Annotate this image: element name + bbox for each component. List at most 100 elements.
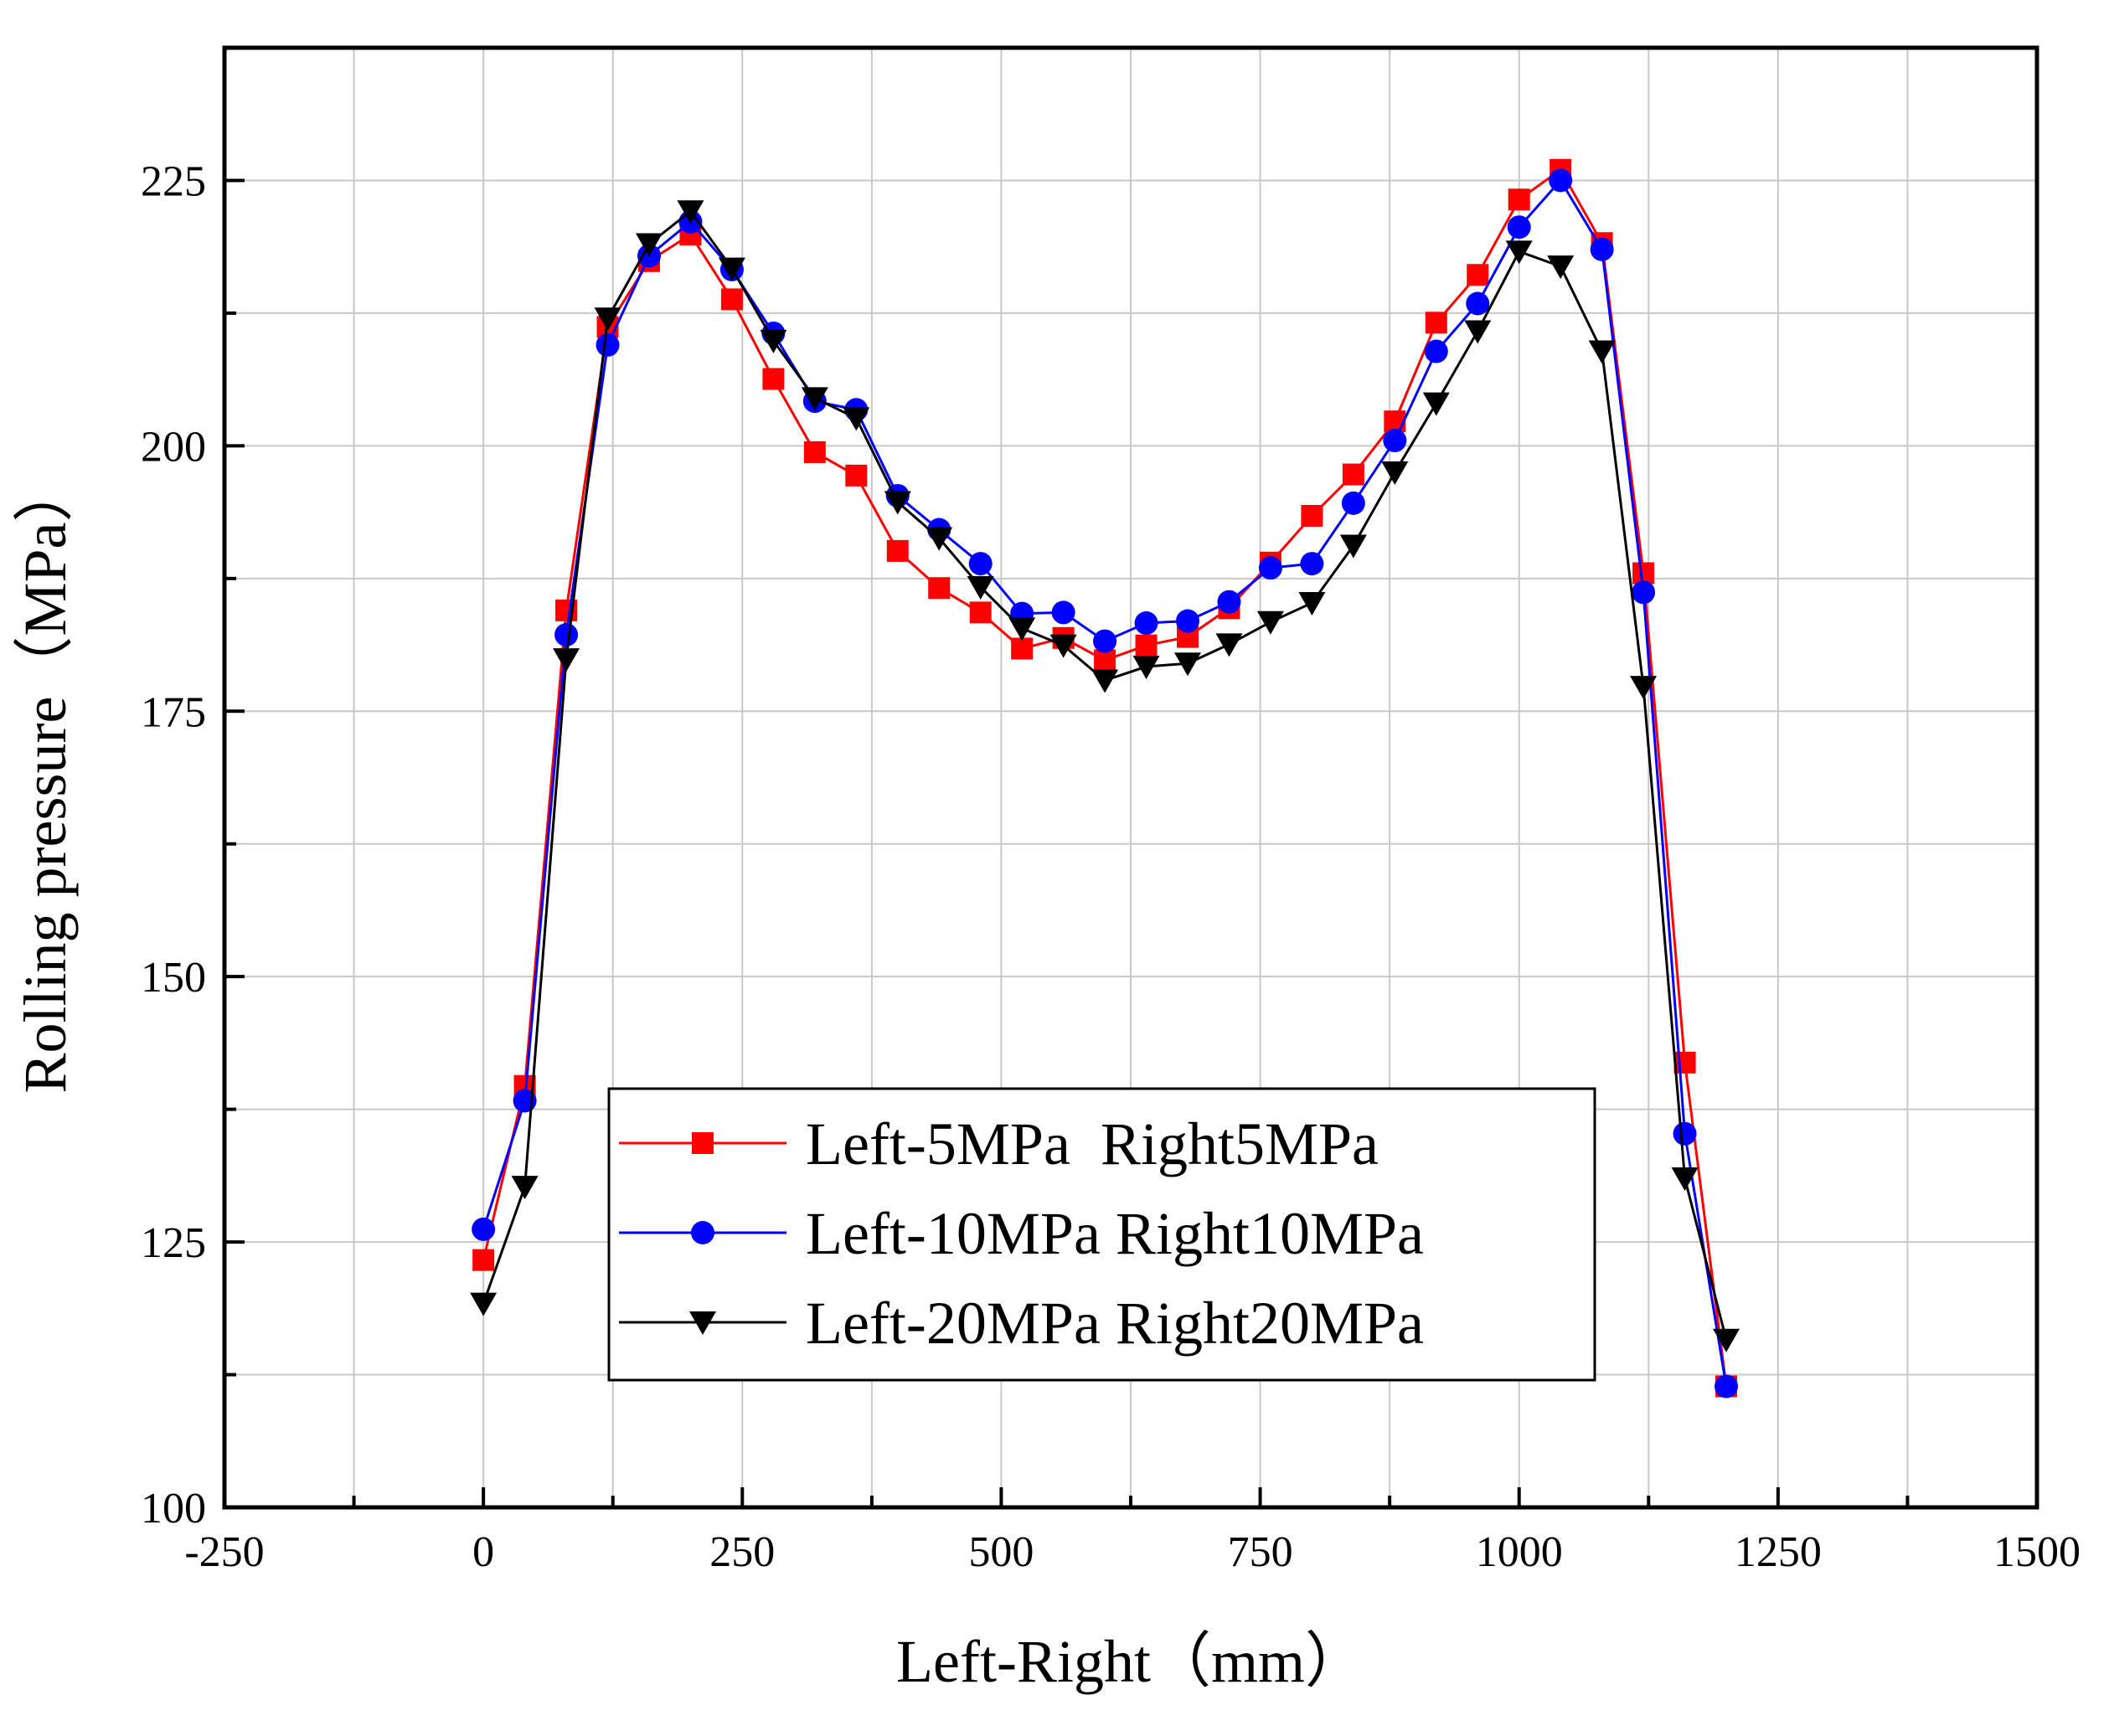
data-point	[967, 575, 994, 600]
data-point	[1671, 1167, 1699, 1192]
legend-item-2: Left-10MPa Right10MPa	[619, 1200, 1424, 1267]
series-3	[470, 200, 1740, 1352]
data-point	[1049, 634, 1077, 658]
data-point	[1505, 240, 1533, 265]
data-point	[968, 552, 993, 576]
y-tick-label: 175	[141, 688, 206, 736]
data-point	[1632, 580, 1656, 605]
data-point	[760, 329, 787, 353]
data-point	[720, 288, 743, 311]
legend-box	[607, 1087, 1596, 1382]
data-point	[1464, 320, 1492, 344]
data-point	[1547, 255, 1575, 280]
data-point	[1673, 1121, 1697, 1146]
data-point	[1298, 591, 1326, 616]
data-point	[1342, 463, 1364, 486]
data-point	[1588, 340, 1616, 364]
data-point	[1008, 617, 1036, 641]
data-point	[594, 307, 621, 332]
legend-item-1: Left-5MPa Right5MPa	[619, 1110, 1379, 1177]
x-tick-label: 1000	[1476, 1528, 1563, 1576]
data-point	[843, 407, 870, 431]
data-point	[1132, 656, 1160, 680]
data-point	[803, 440, 826, 463]
data-point	[1549, 168, 1573, 193]
data-point	[1256, 610, 1284, 635]
data-point	[1630, 676, 1658, 700]
data-point	[553, 648, 580, 672]
data-point	[1673, 1051, 1696, 1074]
x-axis-title: Left-Right（mm）	[896, 1628, 1365, 1695]
axis-ticks	[223, 178, 2039, 1509]
tick-labels: -250 0 250 500 750 1000 1250 1500 100 125 150 175 20…	[141, 157, 2081, 1576]
x-tick-label: 500	[968, 1528, 1034, 1576]
legend-item-3: Left-20MPa Right20MPa	[619, 1290, 1424, 1357]
data-point	[718, 257, 745, 281]
legend-label: Left-20MPa Right20MPa	[806, 1290, 1424, 1357]
x-tick-label: 750	[1228, 1528, 1293, 1576]
data-point	[926, 527, 953, 551]
legend-label: Left-10MPa Right10MPa	[806, 1200, 1424, 1267]
data-point	[1466, 291, 1490, 316]
data-point	[554, 623, 579, 647]
legend-marker	[691, 1221, 714, 1244]
y-tick-label: 150	[141, 954, 206, 1002]
data-point	[472, 1249, 495, 1271]
y-axis-title: Rolling pressure（MPa）	[12, 462, 79, 1094]
data-point	[1134, 611, 1158, 636]
x-tick-label: 1500	[1993, 1528, 2081, 1576]
x-tick-label: 250	[709, 1528, 775, 1576]
x-tick-label: 0	[472, 1528, 494, 1576]
data-point	[596, 332, 620, 357]
data-point	[1384, 410, 1406, 433]
data-point	[1174, 652, 1202, 677]
data-point	[884, 491, 911, 515]
data-point	[1715, 1374, 1739, 1399]
data-point	[1093, 629, 1117, 653]
data-point	[1011, 637, 1034, 660]
data-point	[635, 233, 663, 257]
data-point	[677, 200, 704, 224]
data-point	[1383, 429, 1407, 453]
data-point	[1258, 556, 1282, 580]
data-point	[1339, 534, 1367, 559]
data-point	[1301, 505, 1323, 528]
data-point	[969, 601, 992, 624]
data-point	[762, 368, 785, 390]
y-tick-label: 225	[141, 157, 206, 205]
x-tick-label: -250	[184, 1528, 264, 1576]
legend-marker	[689, 1311, 716, 1335]
data-point	[1300, 552, 1324, 576]
data-point	[1381, 461, 1409, 486]
plot-series	[470, 158, 1740, 1399]
y-tick-label: 125	[141, 1219, 206, 1267]
y-tick-label: 200	[141, 423, 206, 471]
data-point	[928, 577, 951, 600]
data-point	[845, 464, 868, 487]
data-point	[1425, 312, 1447, 334]
data-point	[1094, 649, 1116, 672]
data-point	[1176, 609, 1200, 633]
data-point	[472, 1217, 496, 1241]
x-tick-label: 1250	[1735, 1528, 1822, 1576]
data-point	[1217, 590, 1241, 614]
data-point	[1508, 188, 1530, 211]
data-point	[1135, 634, 1158, 657]
data-point	[1422, 392, 1450, 416]
data-point	[1215, 633, 1243, 657]
data-point	[1507, 215, 1531, 240]
data-point	[470, 1292, 498, 1316]
data-point	[801, 387, 828, 411]
legend-marker	[692, 1132, 714, 1154]
data-point	[1467, 264, 1489, 286]
data-point	[1713, 1328, 1740, 1352]
data-point	[886, 539, 909, 562]
data-point	[511, 1176, 539, 1200]
legend: Left-5MPa Right5MPa Left-10MPa Right10MPa…	[607, 1087, 1596, 1382]
y-tick-label: 100	[141, 1485, 206, 1533]
data-point	[1424, 339, 1448, 363]
data-point	[1091, 669, 1119, 693]
data-point	[1341, 491, 1365, 515]
